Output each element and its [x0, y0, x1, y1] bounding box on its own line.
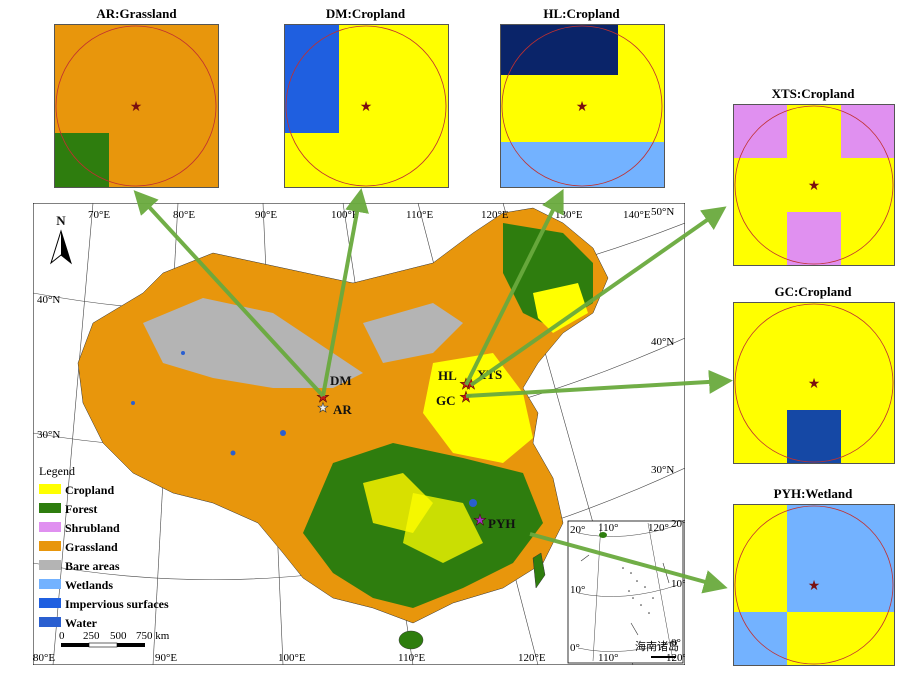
- lon-label-bottom: 90°E: [155, 652, 177, 664]
- scale-label: 500: [110, 630, 127, 642]
- inset-lat-label-right: 20°: [671, 518, 685, 530]
- panel-title-xts: XTS:Cropland: [771, 86, 855, 101]
- lat-label-left: 30°N: [37, 429, 60, 441]
- land-cover-tile-gc: ★: [733, 302, 895, 464]
- lon-label-bottom: 110°E: [398, 652, 425, 664]
- inset-lat-label-right: 10°: [671, 578, 685, 590]
- inset-lon-label: 110°: [598, 522, 619, 534]
- panel-title-gc: GC:Cropland: [774, 284, 852, 299]
- panel-title-dm: DM:Cropland: [325, 6, 406, 21]
- svg-text:N: N: [56, 213, 66, 228]
- legend-swatch: [39, 617, 61, 627]
- land-cover-tile-ar: ★: [54, 24, 219, 188]
- legend-swatch: [39, 560, 61, 570]
- land-cover-tile-xts: ★: [733, 104, 895, 266]
- lon-label-top: 120°E: [481, 209, 509, 221]
- svg-text:★: ★: [130, 100, 143, 115]
- site-label-ar: AR: [333, 402, 352, 417]
- svg-text:★: ★: [808, 377, 821, 392]
- legend-swatch: [39, 579, 61, 589]
- svg-text:★: ★: [459, 390, 472, 406]
- land-cover-tile-pyh: ★: [733, 504, 895, 666]
- lat-label-right: 40°N: [651, 336, 674, 348]
- inset-lat-label: 20°: [570, 524, 585, 536]
- lat-label-right: 50°N: [651, 206, 674, 218]
- lon-label-top: 140°E: [623, 209, 651, 221]
- legend-label: Forest: [65, 502, 97, 516]
- svg-text:★: ★: [576, 100, 589, 115]
- scale-label: 250: [83, 630, 100, 642]
- lon-label-top: 110°E: [406, 209, 433, 221]
- inset-lat-label-right: 0°: [671, 637, 681, 649]
- svg-text:★: ★: [808, 579, 821, 594]
- svg-text:★: ★: [360, 100, 373, 115]
- site-label-dm: DM: [330, 373, 352, 388]
- legend-label: Bare areas: [65, 559, 120, 573]
- site-label-pyh: PYH: [488, 516, 515, 531]
- inset-caption: 海南诸岛: [635, 639, 679, 653]
- svg-text:★: ★: [808, 179, 821, 194]
- legend-label: Shrubland: [65, 521, 120, 535]
- legend: Legend Cropland Forest Shrubland Grassla…: [39, 464, 169, 630]
- svg-text:★: ★: [473, 513, 486, 529]
- legend-swatch: [39, 484, 61, 494]
- inset-lon-label: 120°: [648, 522, 669, 534]
- lon-label-top: 100°E: [331, 209, 359, 221]
- lon-label-bottom: 100°E: [278, 652, 306, 664]
- legend-label: Grassland: [65, 540, 118, 554]
- inset-lon-label: 110°: [598, 652, 619, 664]
- inset-lat-label: 0°: [570, 642, 580, 654]
- lon-label-bottom: 120°E: [518, 652, 546, 664]
- north-arrow-icon: N: [50, 213, 72, 265]
- svg-text:★: ★: [317, 400, 329, 415]
- lon-label-bottom: 80°E: [33, 652, 55, 664]
- panel-title-pyh: PYH:Wetland: [773, 486, 853, 501]
- lon-label-top: 130°E: [555, 209, 583, 221]
- inset-lat-label: 10°: [570, 584, 585, 596]
- site-label-hl: HL: [438, 368, 457, 383]
- legend-label: Impervious surfaces: [65, 597, 169, 611]
- scale-label: 0: [59, 630, 65, 642]
- legend-label: Wetlands: [65, 578, 113, 592]
- lat-label-right: 30°N: [651, 464, 674, 476]
- legend-swatch: [39, 503, 61, 513]
- land-cover-tile-dm: ★: [284, 24, 449, 188]
- lon-label-top: 80°E: [173, 209, 195, 221]
- inset-map: 20° 10° 0° 20° 10° 0° 110° 120° 110° 120…: [567, 518, 685, 664]
- scale-bar: 0 250 500 750 km: [59, 630, 170, 648]
- lon-label-top: 90°E: [255, 209, 277, 221]
- inset-lon-label: 120°: [666, 652, 685, 664]
- legend-label: Water: [65, 616, 98, 630]
- scale-label: 750 km: [136, 630, 170, 642]
- panel-title-ar: AR:Grassland: [96, 6, 177, 21]
- site-label-gc: GC: [436, 393, 456, 408]
- legend-swatch: [39, 598, 61, 608]
- legend-title: Legend: [39, 464, 75, 478]
- lat-label-left: 40°N: [37, 294, 60, 306]
- legend-label: Cropland: [65, 483, 114, 497]
- land-cover-tile-hl: ★: [500, 24, 665, 188]
- panel-title-hl: HL:Cropland: [543, 6, 620, 21]
- lon-label-top: 70°E: [88, 209, 110, 221]
- legend-swatch: [39, 541, 61, 551]
- china-land-cover-map: N 70°E 80°E 90°E 100°E 110°E 120°E 130°E…: [33, 203, 685, 665]
- site-label-xts: XTS: [477, 367, 502, 382]
- legend-swatch: [39, 522, 61, 532]
